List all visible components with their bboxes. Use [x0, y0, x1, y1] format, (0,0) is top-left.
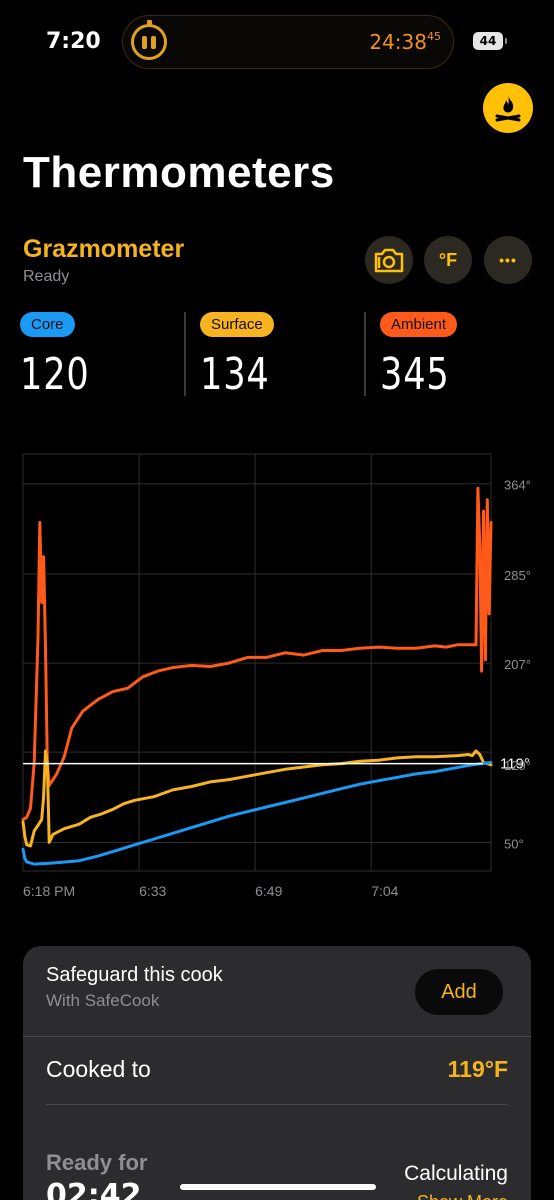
cooked-to-label: Cooked to	[46, 1056, 151, 1082]
reading-divider	[184, 312, 186, 396]
battery-icon: 44	[473, 32, 507, 50]
x-axis-tick-label: 6:18 PM	[23, 883, 75, 899]
live-activity-timer: 24:3845	[369, 30, 441, 54]
y-axis-tick-label: 285°	[504, 568, 531, 583]
y-axis-tick-label: 364°	[504, 478, 531, 493]
surface-series-line	[21, 749, 493, 848]
ambient-label: Ambient	[380, 312, 458, 337]
y-axis-tick-label: 207°	[504, 657, 531, 672]
reading-surface[interactable]: Surface 134	[200, 312, 287, 400]
y-axis-tick-label: 50°	[504, 836, 524, 851]
temperature-chart[interactable]: 119° 364° 285° 207° 129° 50° 6:18 PM 6:33 6:49…	[0, 440, 554, 910]
home-indicator[interactable]	[180, 1184, 376, 1190]
safecook-add-button[interactable]: Add	[415, 969, 503, 1015]
surface-value: 134	[200, 349, 270, 400]
surface-label: Surface	[200, 312, 274, 337]
unit-toggle-button[interactable]: °F	[424, 236, 472, 284]
core-label: Core	[20, 312, 75, 337]
ready-for-value: 02:42	[46, 1178, 142, 1200]
ready-for-status: Calculating	[404, 1162, 508, 1185]
safecook-subtitle: With SafeCook	[46, 991, 160, 1010]
ready-for-label: Ready for	[46, 1150, 148, 1175]
core-series-line	[21, 761, 493, 866]
campfire-button[interactable]	[483, 83, 533, 133]
ambient-value: 345	[380, 349, 450, 400]
show-more-link[interactable]: Show More	[417, 1192, 508, 1200]
ambient-series-line	[21, 486, 493, 822]
reading-ambient[interactable]: Ambient 345	[380, 312, 467, 400]
cook-info-card: Safeguard this cook With SafeCook Add Co…	[23, 946, 531, 1200]
chart-grid	[22, 453, 492, 872]
campfire-icon	[495, 96, 521, 122]
device-status: Ready	[23, 268, 70, 285]
device-name[interactable]: Grazmometer	[23, 235, 185, 263]
more-button[interactable]: •••	[484, 236, 532, 284]
page-title: Thermometers	[23, 148, 335, 197]
target-temp-label: 119°	[500, 756, 530, 773]
live-activity-island[interactable]: 24:3845	[122, 15, 454, 69]
y-axis-tick-label: 129°	[504, 758, 531, 773]
x-axis-tick-label: 6:49	[255, 883, 282, 899]
camera-button[interactable]	[365, 236, 413, 284]
x-axis-tick-label: 6:33	[139, 883, 166, 899]
status-time: 7:20	[46, 29, 101, 54]
stopwatch-pause-icon	[131, 20, 167, 60]
chart-frame	[22, 453, 492, 872]
card-divider	[23, 1036, 531, 1037]
safecook-title: Safeguard this cook	[46, 964, 223, 986]
reading-divider	[364, 312, 366, 396]
card-divider	[46, 1104, 508, 1105]
camera-icon	[374, 248, 404, 273]
cooked-to-value: 119°F	[447, 1056, 508, 1082]
reading-core[interactable]: Core 120	[20, 312, 107, 400]
x-axis-tick-label: 7:04	[371, 883, 398, 899]
core-value: 120	[20, 349, 90, 400]
